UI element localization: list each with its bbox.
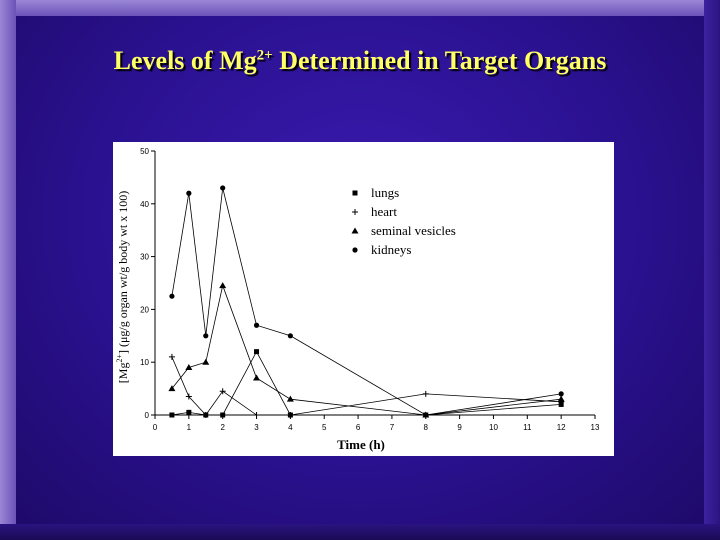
- y-tick-label: 20: [140, 305, 149, 314]
- x-tick-label: 0: [153, 423, 158, 432]
- legend-marker-seminal-vesicles: [351, 227, 359, 234]
- legend-label-seminal-vesicles: seminal vesicles: [371, 223, 456, 238]
- x-tick-label: 4: [288, 423, 293, 432]
- data-point-lungs: [169, 412, 175, 418]
- data-point-kidneys: [203, 333, 209, 339]
- y-tick-label: 30: [140, 253, 149, 262]
- y-tick-label: 40: [140, 200, 149, 209]
- y-axis-label: [Mg2+] (μg/g organ wt/g body wt x 100): [115, 191, 130, 383]
- x-tick-label: 2: [220, 423, 225, 432]
- series-line-kidneys: [171, 187, 562, 416]
- x-tick-label: 1: [187, 423, 192, 432]
- data-point-lungs: [254, 349, 260, 355]
- x-tick-label: 11: [523, 423, 532, 432]
- title-sup: 2+: [256, 47, 273, 64]
- legend-label-lungs: lungs: [371, 185, 399, 200]
- data-point-seminal-vesicles: [286, 395, 294, 402]
- x-tick-label: 10: [489, 423, 498, 432]
- data-point-heart: [422, 390, 429, 397]
- data-point-lungs: [186, 409, 192, 415]
- frame-right: [704, 0, 720, 540]
- frame-top: [0, 0, 720, 16]
- y-tick-label: 50: [140, 147, 149, 156]
- x-tick-label: 6: [356, 423, 361, 432]
- y-label-sup: 2+: [115, 354, 124, 363]
- legend-label-heart: heart: [371, 204, 397, 219]
- chart-panel: 0 1 2 3 4 5 6 7 8 9 10 11 12 13 0 10 20 30 40 50 Time (h) [Mg…: [113, 142, 614, 456]
- data-point-kidneys: [220, 185, 226, 191]
- legend-marker-lungs: [352, 190, 358, 196]
- title-pre: Levels of Mg: [113, 46, 257, 75]
- data-point-kidneys: [287, 333, 293, 339]
- data-point-heart: [287, 412, 294, 418]
- series-line-heart: [171, 356, 562, 416]
- slide-title: Levels of Mg2+ Determined in Target Orga…: [0, 46, 720, 76]
- data-point-kidneys: [558, 391, 564, 397]
- x-tick-label: 5: [322, 423, 327, 432]
- series-line-seminal-vesicles: [171, 284, 562, 416]
- x-tick-label: 3: [254, 423, 259, 432]
- y-tick-label: 10: [140, 358, 149, 367]
- title-post: Determined in Target Organs: [272, 46, 607, 75]
- x-axis-label: Time (h): [337, 437, 385, 452]
- y-label-part: [Mg: [116, 363, 130, 384]
- x-tick-label: 7: [390, 423, 395, 432]
- data-point-kidneys: [423, 412, 429, 418]
- data-point-heart: [219, 388, 226, 395]
- data-point-lungs: [220, 412, 226, 418]
- data-point-seminal-vesicles: [185, 363, 193, 370]
- data-point-heart: [185, 393, 192, 400]
- data-point-heart: [168, 353, 175, 360]
- data-point-seminal-vesicles: [253, 374, 261, 381]
- x-tick-label: 9: [457, 423, 462, 432]
- legend-label-kidneys: kidneys: [371, 242, 411, 257]
- data-point-heart: [202, 412, 209, 418]
- data-point-seminal-vesicles: [219, 282, 227, 289]
- y-label-part: ] (μg/g organ wt/g body wt x 100): [116, 191, 130, 354]
- frame-left: [0, 0, 16, 540]
- data-point-seminal-vesicles: [557, 395, 565, 402]
- y-tick-label: 0: [145, 411, 150, 420]
- data-point-heart: [253, 412, 260, 418]
- data-point-kidneys: [253, 322, 260, 328]
- data-point-kidneys: [186, 190, 192, 196]
- x-tick-label: 12: [557, 423, 566, 432]
- legend-marker-kidneys: [352, 247, 358, 253]
- x-tick-label: 8: [424, 423, 429, 432]
- x-tick-label: 13: [591, 423, 600, 432]
- data-point-seminal-vesicles: [168, 385, 176, 392]
- frame-bottom: [0, 524, 720, 540]
- legend-marker-heart: [352, 209, 358, 215]
- data-point-kidneys: [169, 293, 175, 299]
- series-line-lungs: [171, 350, 562, 416]
- data-point-seminal-vesicles: [202, 358, 210, 365]
